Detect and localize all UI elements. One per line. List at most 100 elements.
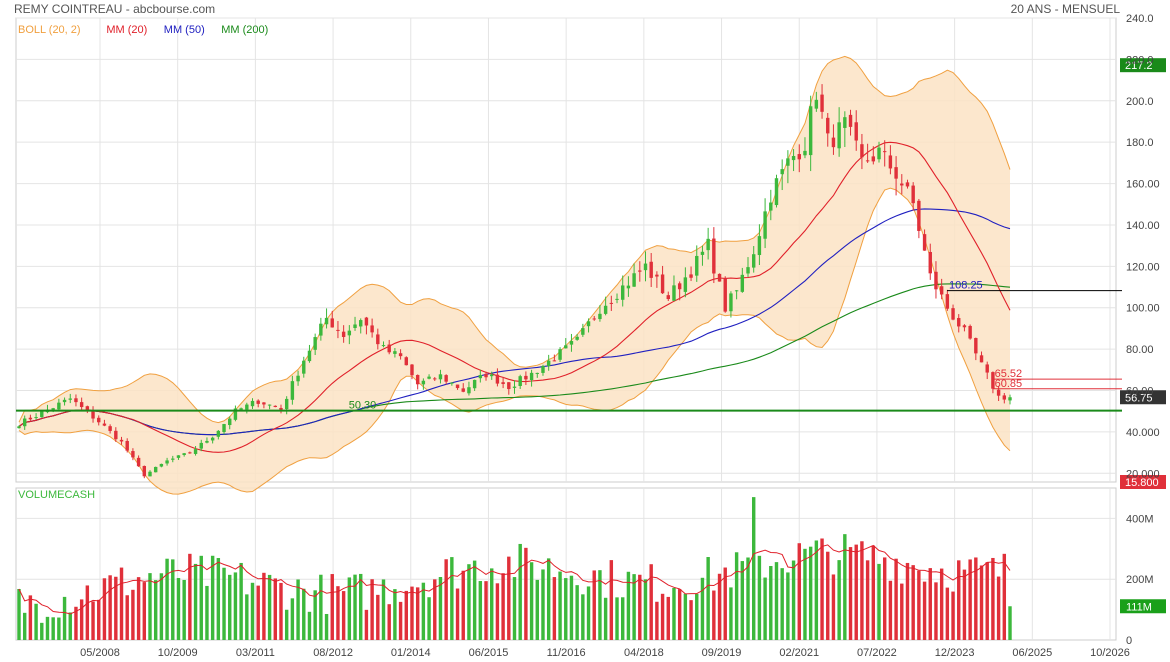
volume-bar [962,569,967,640]
volume-bar [1008,606,1012,640]
volume-bar [330,574,334,640]
volume-bar [683,593,688,640]
volume-bar [643,579,648,640]
candle-body [1008,397,1012,401]
price-tick-label: 60.00 [1126,386,1154,398]
candle-body [882,151,887,153]
volume-bar [267,574,272,640]
legend-item: MM (20) [106,24,147,36]
price-tick-label: 220.0 [1126,54,1154,66]
volume-bar [484,581,488,640]
candle-body [478,375,483,379]
volume-bar [689,600,693,640]
x-tick-label: 08/2012 [313,647,353,659]
volume-bar [495,583,500,640]
candle-body [193,449,198,454]
x-tick-label: 09/2019 [702,647,742,659]
volume-bar [598,570,602,640]
volume-bar [700,577,705,640]
volume-bar [586,586,591,640]
volume-bar [359,573,363,640]
candle-body [757,236,762,256]
candle-body [34,417,38,419]
legend: BOLL (20, 2) MM (20) MM (50) MM (200) [18,24,268,36]
volume-bar [808,546,813,640]
candle-body [364,317,369,326]
volume-bar [638,574,642,640]
volume-bar [546,558,551,640]
bollinger-fill [19,56,1010,495]
candle-body [438,374,443,380]
volume-bar [860,541,864,640]
price-tick-label: 160.00 [1126,179,1160,191]
volume-bar [159,573,164,640]
volume-bar [427,597,431,640]
candle-body [877,147,881,160]
candle-body [40,411,44,418]
candle-body [467,387,471,394]
volume-bar [62,596,67,640]
volume-bar [717,573,722,640]
volume-bar [205,585,209,640]
candle-body [837,122,841,149]
volume-bar [40,622,44,640]
volume-bar [313,590,317,640]
volume-bar [302,588,306,640]
candle-body [176,455,181,458]
ma50-line [18,208,1011,436]
candle-body [974,338,978,354]
legend-item: MM (200) [221,24,268,36]
volume-bar [968,559,972,640]
candle-body [102,423,107,426]
volume-bar [865,560,870,640]
candle-body [381,345,386,347]
x-tick-label: 06/2025 [1012,647,1052,659]
volume-tick-label: 400M [1126,513,1154,525]
candle-body [165,460,169,464]
bollinger-upper [18,55,1011,424]
volume-bar [837,560,841,640]
candle-body [518,376,522,386]
volume-bar [296,579,300,640]
candle-body [826,117,830,134]
volume-bar [347,577,352,640]
volume-bar [421,582,426,640]
candle-body [734,290,739,292]
volume-bar [398,601,403,640]
volume-bar [712,590,716,640]
volume-bar [592,570,596,640]
candle-body [939,286,944,295]
volume-bar [894,558,898,640]
volume-bar [649,564,653,640]
candle-body [945,294,950,309]
volume-bar [142,582,147,640]
volume-bar [410,586,414,640]
volume-bar [905,562,910,640]
candle-body [615,298,619,300]
candle-body [250,400,255,407]
candle-body [273,405,278,408]
volume-bar [985,562,989,640]
candle-body [905,182,910,187]
volume-bar [182,579,186,640]
volume-bar [666,596,670,640]
legend-item: MM (50) [164,24,205,36]
candle-body [290,381,295,400]
x-tick-label: 10/2026 [1090,647,1130,659]
volume-last-badge [1120,599,1166,614]
volume-bar [262,572,266,640]
volume-bar [136,577,141,640]
candle-body [529,372,534,381]
volume-bar [404,590,408,640]
volume-bar [507,556,511,640]
candle-body [136,457,141,467]
candle-body [472,379,477,389]
volume-average-line [18,544,1011,615]
candle-body [461,388,465,392]
volume-bar [336,586,340,640]
volume-bar [228,574,232,640]
price-tick-label: 40.000 [1126,427,1160,439]
volume-bar [974,557,978,640]
candle-body [900,183,904,186]
